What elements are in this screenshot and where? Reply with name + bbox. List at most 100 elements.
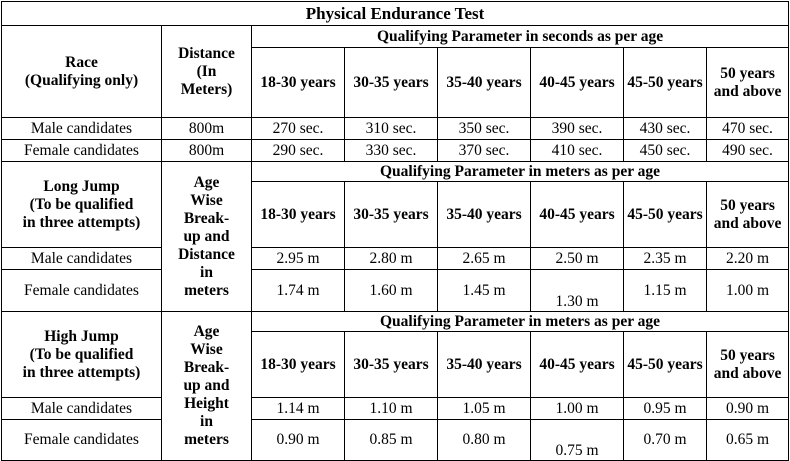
race-param-header: Qualifying Parameter in seconds as per a… xyxy=(250,25,790,48)
race-qualifier: (Qualifying only) xyxy=(24,71,139,89)
race-age-40-45: 40-45 years xyxy=(530,47,624,118)
row-label: Female candidates xyxy=(1,269,162,312)
value-cell: 490 sec. xyxy=(705,139,790,162)
value-cell: 0.70 m xyxy=(623,419,707,461)
value-cell: 310 sec. xyxy=(344,117,438,140)
high-jump-age-row: 18-30 years 30-35 years 35-40 years 40-4… xyxy=(2,331,790,398)
value-cell: 410 sec. xyxy=(530,139,624,162)
distance-header-cell: Distance (In Meters) xyxy=(161,25,252,118)
measure-line: meters xyxy=(184,281,229,299)
long-jump-qualifier: (To be qualified xyxy=(29,195,134,213)
value-cell: 1.00 m xyxy=(530,397,624,420)
race-label: Race xyxy=(65,53,98,71)
measure-line: in xyxy=(200,263,213,281)
race-age-50-above: 50 years and above xyxy=(705,47,790,118)
row-label: Male candidates xyxy=(1,247,162,270)
long-jump-age-40-45: 40-45 years xyxy=(530,181,624,248)
long-jump-param-header: Qualifying Parameter in meters as per ag… xyxy=(250,161,790,182)
row-label: Female candidates xyxy=(1,419,162,461)
table-row: Male candidates 800m 270 sec. 310 sec. 3… xyxy=(1,117,790,140)
race-age-row: 18-30 years 30-35 years 35-40 years 40-4… xyxy=(2,47,790,118)
value-cell: 2.50 m xyxy=(530,247,624,270)
high-jump-age-30-35: 30-35 years xyxy=(344,331,438,398)
row-label: Male candidates xyxy=(1,397,162,420)
value-cell: 1.15 m xyxy=(623,269,707,312)
value-cell: 1.45 m xyxy=(437,269,531,312)
value-cell: 1.10 m xyxy=(344,397,438,420)
value-cell: 1.14 m xyxy=(251,397,345,420)
high-jump-label-cell: High Jump (To be qualified in three atte… xyxy=(1,311,162,398)
value-cell: 1.74 m xyxy=(251,269,345,312)
value-cell: 2.95 m xyxy=(251,247,345,270)
measure-line: Wise xyxy=(190,191,223,209)
table-title: Physical Endurance Test xyxy=(0,1,790,26)
high-jump-qualifier: (To be qualified xyxy=(29,345,134,363)
long-jump-age-45-50: 45-50 years xyxy=(623,181,707,248)
measure-line: in xyxy=(200,413,213,430)
measure-line: up and xyxy=(183,227,230,245)
distance-header-line: Meters) xyxy=(180,80,233,98)
distance-header-line: Distance xyxy=(178,44,235,62)
measure-line: Distance xyxy=(178,245,235,263)
high-jump-age-35-40: 35-40 years xyxy=(437,331,531,398)
high-jump-age-18-30: 18-30 years xyxy=(251,331,345,398)
high-jump-param-header: Qualifying Parameter in meters as per ag… xyxy=(250,311,790,332)
value-cell: 0.65 m xyxy=(705,419,790,461)
value-cell: 470 sec. xyxy=(705,117,790,140)
value-cell: 0.75 m xyxy=(530,419,624,461)
long-jump-qualifier: in three attempts) xyxy=(22,213,141,231)
value-cell: 2.65 m xyxy=(437,247,531,270)
long-jump-label-cell: Long Jump (To be qualified in three atte… xyxy=(1,161,162,248)
value-cell: 390 sec. xyxy=(530,117,624,140)
measure-line: Break- xyxy=(183,359,230,376)
value-cell: 1.00 m xyxy=(705,269,790,312)
long-jump-age-35-40: 35-40 years xyxy=(437,181,531,248)
measure-line: Age xyxy=(193,323,220,340)
row-label: Male candidates xyxy=(1,117,162,140)
value-cell: 430 sec. xyxy=(623,117,707,140)
high-jump-age-40-45: 40-45 years xyxy=(530,331,624,398)
table-row: Male candidates 1.14 m 1.10 m 1.05 m 1.0… xyxy=(1,397,790,420)
long-jump-label: Long Jump xyxy=(43,177,120,195)
value-cell: 370 sec. xyxy=(437,139,531,162)
high-jump-age-45-50: 45-50 years xyxy=(623,331,707,398)
measure-line: up and xyxy=(183,377,230,394)
value-cell: 2.20 m xyxy=(705,247,790,270)
high-jump-measure-cell: Age Wise Break- up and Height in meters xyxy=(161,311,252,461)
measure-line: meters xyxy=(184,431,229,448)
long-jump-measure-cell: Age Wise Break- up and Distance in meter… xyxy=(161,161,252,312)
value-cell: 450 sec. xyxy=(623,139,707,162)
value-cell: 2.35 m xyxy=(623,247,707,270)
value-cell: 1.05 m xyxy=(437,397,531,420)
measure-line: Height xyxy=(184,395,229,412)
distance-header-line: (In xyxy=(196,62,217,80)
long-jump-age-row: 18-30 years 30-35 years 35-40 years 40-4… xyxy=(2,181,790,248)
value-cell: 1.60 m xyxy=(344,269,438,312)
measure-line: Wise xyxy=(190,341,223,358)
long-jump-age-18-30: 18-30 years xyxy=(251,181,345,248)
value-cell: 0.85 m xyxy=(344,419,438,461)
race-age-45-50: 45-50 years xyxy=(623,47,707,118)
distance-value: 800m xyxy=(161,117,252,140)
value-cell: 0.90 m xyxy=(251,419,345,461)
race-age-30-35: 30-35 years xyxy=(344,47,438,118)
race-age-18-30: 18-30 years xyxy=(251,47,345,118)
value-cell: 2.80 m xyxy=(344,247,438,270)
value-cell: 0.95 m xyxy=(623,397,707,420)
long-jump-age-50-above: 50 years and above xyxy=(705,181,790,248)
high-jump-qualifier: in three attempts) xyxy=(22,363,141,381)
table-row: Female candidates 0.90 m 0.85 m 0.80 m 0… xyxy=(1,419,790,461)
distance-value: 800m xyxy=(161,139,252,162)
value-cell: 0.90 m xyxy=(705,397,790,420)
measure-line: Break- xyxy=(183,209,230,227)
value-cell: 1.30 m xyxy=(530,269,624,312)
value-cell: 0.80 m xyxy=(437,419,531,461)
value-cell: 270 sec. xyxy=(251,117,345,140)
table-row: Male candidates 2.95 m 2.80 m 2.65 m 2.5… xyxy=(1,247,790,270)
row-label: Female candidates xyxy=(1,139,162,162)
high-jump-label: High Jump xyxy=(44,327,119,345)
table-row: Female candidates 1.74 m 1.60 m 1.45 m 1… xyxy=(1,269,790,312)
value-cell: 350 sec. xyxy=(437,117,531,140)
measure-line: Age xyxy=(193,173,220,191)
